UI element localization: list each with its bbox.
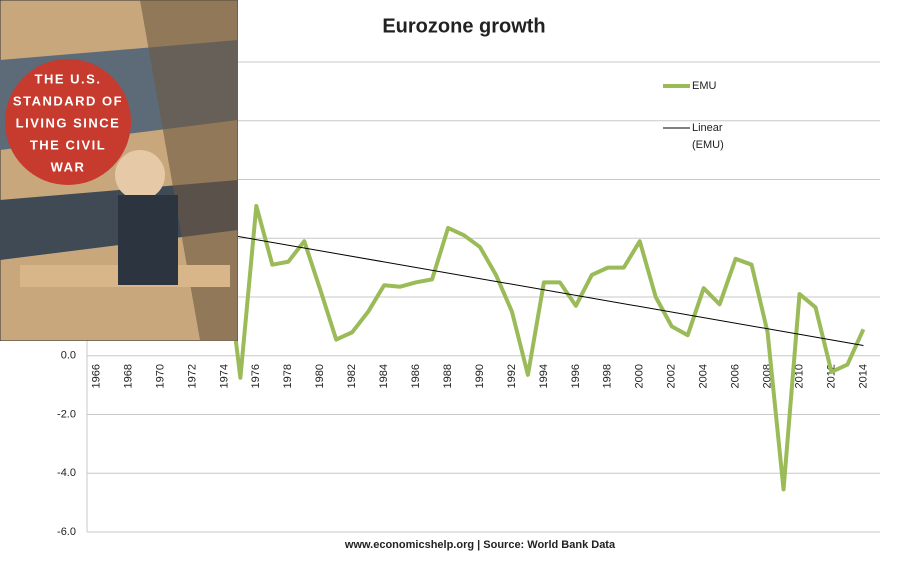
x-tick-label: 2000 <box>634 364 646 388</box>
legend-label: Linear (EMU) <box>692 122 724 151</box>
cover-line: THE CIVIL <box>30 137 106 152</box>
x-tick-label: 2010 <box>793 364 805 388</box>
cover-figure <box>118 195 178 285</box>
y-tick-label: -2.0 <box>57 408 76 420</box>
cover-line: WAR <box>51 159 86 174</box>
cover-line: LIVING SINCE <box>16 115 121 130</box>
x-tick-label: 1980 <box>314 364 326 388</box>
x-tick-label: 1976 <box>250 364 262 388</box>
x-tick-label: 1994 <box>538 364 550 388</box>
source: www.economicshelp.org | Source: World Ba… <box>344 539 616 551</box>
x-tick-label: 1996 <box>570 364 582 388</box>
x-tick-label: 1984 <box>378 364 390 388</box>
cover-figure <box>115 150 165 200</box>
cover-shape <box>140 0 238 340</box>
legend-label: EMU <box>692 80 717 92</box>
x-tick-label: 1970 <box>154 364 166 388</box>
x-tick-label: 1966 <box>90 364 102 388</box>
x-tick-label: 1972 <box>186 364 198 388</box>
x-tick-label: 1988 <box>442 364 454 388</box>
y-tick-label: -6.0 <box>57 526 76 538</box>
x-tick-label: 1968 <box>122 364 134 388</box>
x-tick-label: 1992 <box>506 364 518 388</box>
cover-line: STANDARD OF <box>13 93 123 108</box>
cover-badge <box>5 59 131 185</box>
cover-line: THE U.S. <box>35 71 102 86</box>
x-tick-label: 2014 <box>857 364 869 388</box>
x-tick-label: 1974 <box>218 364 230 388</box>
x-tick-label: 1986 <box>410 364 422 388</box>
x-tick-label: 1982 <box>346 364 358 388</box>
book-cover: THE U.S. STANDARD OF LIVING SINCE THE CIVIL… <box>0 0 238 341</box>
cover-text: THE U.S. STANDARD OF LIVING SINCE THE CIVIL… <box>13 71 123 174</box>
x-tick-label: 2006 <box>730 364 742 388</box>
y-tick-label: -4.0 <box>57 467 76 479</box>
x-tick-label: 2004 <box>698 364 710 388</box>
x-tick-label: 1990 <box>474 364 486 388</box>
x-tick-label: 1998 <box>602 364 614 388</box>
y-tick-label: 0.0 <box>61 350 76 362</box>
x-tick-label: 1978 <box>282 364 294 388</box>
chart-title: Eurozone growth <box>382 15 545 37</box>
x-tick-label: 2002 <box>666 364 678 388</box>
